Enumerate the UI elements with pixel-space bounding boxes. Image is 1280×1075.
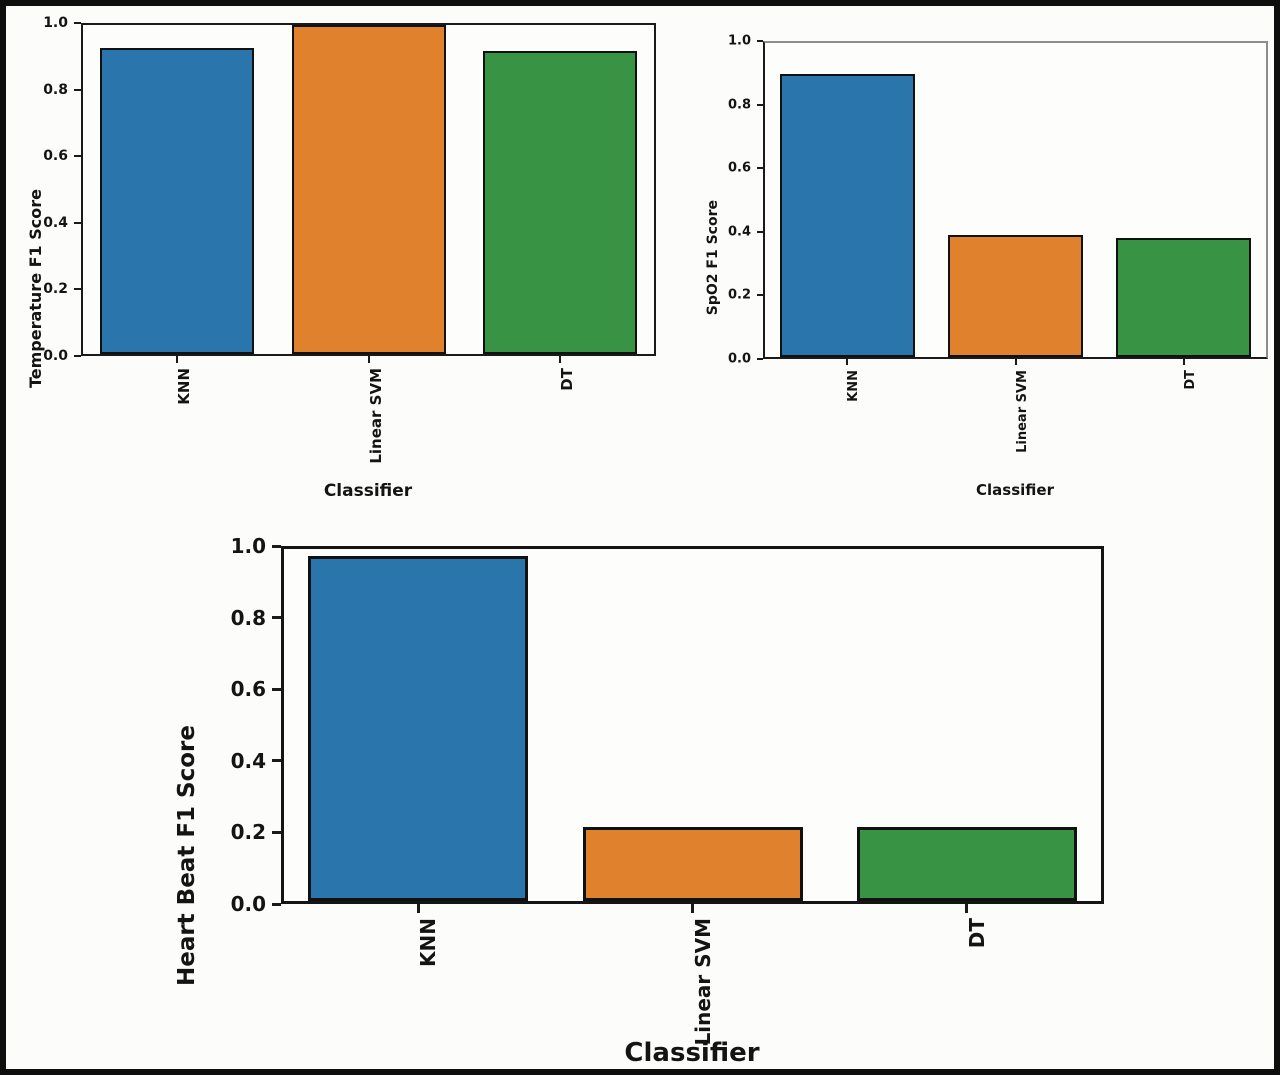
plot-area <box>281 546 1104 904</box>
y-tick-label: 0.4 <box>230 748 266 773</box>
y-tick-label: 0.8 <box>43 81 68 98</box>
bar-dt <box>483 51 637 354</box>
y-tick-mark <box>272 902 281 906</box>
y-tick-mark <box>74 355 81 357</box>
x-tick-label-text: Linear SVM <box>366 368 385 464</box>
y-tick-label: 0.2 <box>43 281 68 298</box>
x-tick-mark <box>416 904 420 913</box>
plot-area <box>81 23 656 356</box>
x-tick-label-text: Linear SVM <box>1014 370 1030 453</box>
y-tick-label: 1.0 <box>230 534 266 558</box>
x-tick-mark <box>367 356 370 363</box>
y-tick-mark <box>272 687 281 691</box>
x-tick-label-text: DT <box>964 918 989 949</box>
y-tick-label: 0.0 <box>727 351 751 367</box>
y-tick-mark <box>757 167 763 170</box>
y-axis-label-text: Temperature F1 Score <box>26 189 45 389</box>
bar-linear-svm <box>583 827 803 901</box>
x-tick-label-text: KNN <box>174 368 193 405</box>
x-tick-mark <box>1014 359 1017 365</box>
x-tick-mark <box>1182 359 1185 365</box>
x-axis-label: Classifier <box>624 1038 760 1068</box>
x-tick-label-text: DT <box>558 368 577 391</box>
y-tick-mark <box>757 294 763 297</box>
bar-knn <box>308 556 528 901</box>
x-axis-label: Classifier <box>323 481 413 501</box>
x-tick-label-text: DT <box>1182 370 1198 390</box>
y-tick-mark <box>74 288 81 291</box>
y-tick-label: 0.6 <box>43 148 68 165</box>
y-tick-mark <box>757 230 763 233</box>
y-tick-label: 1.0 <box>727 33 751 49</box>
x-tick-mark <box>846 359 849 365</box>
bar-linear-svm <box>948 235 1083 357</box>
y-axis-label-text: Heart Beat F1 Score <box>174 725 200 987</box>
y-tick-label: 0.4 <box>727 224 751 240</box>
y-tick-label: 0.0 <box>43 348 68 364</box>
x-tick-label-text: KNN <box>846 370 862 402</box>
y-tick-mark <box>272 616 281 620</box>
y-tick-mark <box>272 544 281 548</box>
y-axis-label-text: SpO2 F1 Score <box>705 200 721 316</box>
y-tick-label: 0.6 <box>230 677 266 702</box>
y-tick-mark <box>757 103 763 106</box>
chart-temperature-f1: Temperature F1 Score Classifier 0.0 0.2 0.… <box>6 6 1274 1069</box>
y-tick-mark <box>272 830 281 834</box>
y-tick-label: 0.8 <box>230 605 266 630</box>
plot-area <box>763 41 1268 359</box>
y-tick-mark <box>272 759 281 763</box>
y-tick-label: 1.0 <box>43 15 68 31</box>
y-tick-mark <box>74 155 81 158</box>
bar-linear-svm <box>292 25 446 354</box>
y-tick-label: 0.4 <box>43 214 68 231</box>
x-axis-label: Classifier <box>976 481 1054 499</box>
y-tick-label: 0.2 <box>230 820 266 845</box>
y-tick-label: 0.0 <box>230 892 266 916</box>
x-tick-label-text: KNN <box>416 918 441 967</box>
x-tick-mark <box>559 356 562 363</box>
bar-knn <box>780 74 915 357</box>
y-tick-mark <box>757 40 763 42</box>
x-tick-mark <box>175 356 178 363</box>
y-tick-label: 0.8 <box>727 97 751 113</box>
chart-spo2-f1: SpO2 F1 Score Classifier 0.0 0.2 0.4 0.6 0.8… <box>6 6 1274 1069</box>
x-tick-mark <box>965 904 969 913</box>
bar-knn <box>100 48 254 354</box>
x-tick-label-text: Linear SVM <box>690 918 715 1046</box>
y-tick-mark <box>74 221 81 224</box>
bar-dt <box>1116 238 1251 357</box>
y-tick-mark <box>74 22 81 24</box>
y-tick-mark <box>757 358 763 360</box>
y-tick-label: 0.6 <box>727 160 751 176</box>
bar-dt <box>857 827 1077 901</box>
chart-heartbeat-f1: Heart Beat F1 Score Classifier 0.0 0.2 0.4… <box>6 6 1274 1069</box>
y-tick-label: 0.2 <box>727 287 751 303</box>
x-tick-mark <box>691 904 694 913</box>
y-tick-mark <box>74 88 81 91</box>
